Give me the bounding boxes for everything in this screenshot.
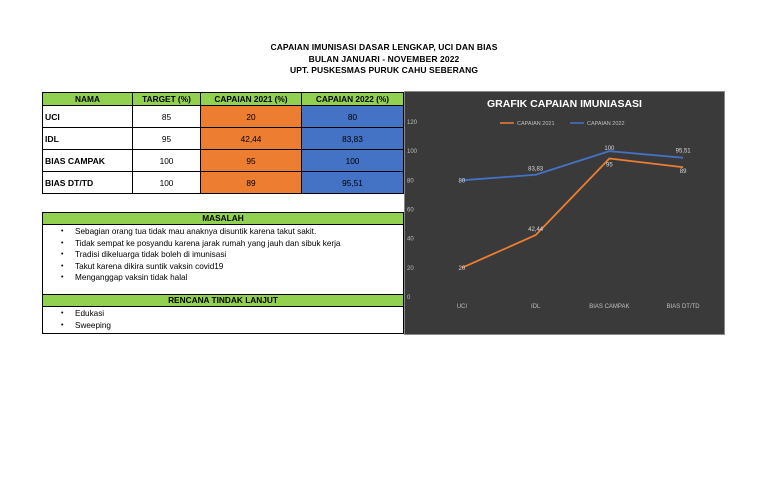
- column-header-nama: NAMA: [42, 92, 133, 106]
- chart-title: GRAFIK CAPAIAN IMUNIASASI: [487, 98, 642, 110]
- list-item: Takut karena dikira suntik vaksin covid1…: [61, 261, 403, 273]
- table-row: BIAS DT/TD 100 89 95,51: [42, 171, 404, 194]
- line-chart-panel: GRAFIK CAPAIAN IMUNIASASI CAPAIAN 2021 CA…: [404, 91, 725, 335]
- x-tick-label: BIAS DT/TD: [667, 304, 701, 310]
- masalah-list: Sebagian orang tua tidak mau anaknya dis…: [43, 225, 403, 284]
- cell-capaian-2022: 80: [301, 105, 404, 128]
- list-item: Tradisi dikeluarga tidak boleh di imunis…: [61, 249, 403, 261]
- list-item: Tidak sempat ke posyandu karena jarak ru…: [61, 238, 403, 250]
- data-label: 83,83: [528, 167, 544, 173]
- cell-capaian-2021: 95: [200, 149, 302, 172]
- data-label: 20: [459, 266, 466, 272]
- series-line: [461, 150, 684, 182]
- cell-nama: BIAS CAMPAK: [42, 149, 133, 172]
- y-axis: 0 20 40 60 80 100 120: [407, 120, 418, 301]
- chart-series: 20 42,44 95 89 80 83,83 100 95,51: [459, 146, 692, 272]
- x-tick-label: IDL: [531, 304, 541, 310]
- data-label: 95: [606, 162, 613, 168]
- cell-capaian-2022: 100: [301, 149, 404, 172]
- y-tick-label: 20: [407, 266, 414, 272]
- report-title: CAPAIAN IMUNISASI DASAR LENGKAP, UCI DAN…: [270, 42, 498, 52]
- table-header-row: NAMA TARGET (%) CAPAIAN 2021 (%) CAPAIAN…: [42, 92, 404, 106]
- cell-capaian-2021: 20: [200, 105, 302, 128]
- data-label: 89: [680, 169, 687, 175]
- line-chart: GRAFIK CAPAIAN IMUNIASASI CAPAIAN 2021 CA…: [407, 98, 701, 310]
- rencana-section: RENCANA TINDAK LANJUT Edukasi Sweeping: [42, 294, 404, 334]
- y-tick-label: 120: [407, 120, 418, 126]
- data-label: 42,44: [528, 227, 544, 233]
- y-tick-label: 80: [407, 178, 414, 184]
- list-item: Menganggap vaksin tidak halal: [61, 272, 403, 284]
- column-header-capaian-2022: CAPAIAN 2022 (%): [301, 92, 404, 106]
- list-item: Edukasi: [61, 308, 403, 320]
- y-tick-label: 100: [407, 149, 418, 155]
- y-tick-label: 0: [407, 295, 411, 301]
- data-label: 100: [604, 146, 615, 152]
- x-axis: UCI IDL BIAS CAMPAK BIAS DT/TD: [457, 304, 701, 310]
- report-period: BULAN JANUARI - NOVEMBER 2022: [308, 53, 460, 64]
- table-row: IDL 95 42,44 83,83: [42, 127, 404, 150]
- cell-target: 100: [132, 149, 201, 172]
- cell-capaian-2021: 89: [200, 171, 302, 194]
- data-label: 95,51: [676, 149, 692, 155]
- report-title-block: CAPAIAN IMUNISASI DASAR LENGKAP, UCI DAN…: [0, 42, 768, 77]
- rencana-heading: RENCANA TINDAK LANJUT: [43, 295, 403, 307]
- series-line: [461, 157, 684, 269]
- cell-capaian-2022: 83,83: [301, 127, 404, 150]
- cell-nama: UCI: [42, 105, 133, 128]
- y-tick-label: 60: [407, 208, 414, 214]
- cell-target: 95: [132, 127, 201, 150]
- cell-nama: BIAS DT/TD: [42, 171, 133, 194]
- list-item: Sebagian orang tua tidak mau anaknya dis…: [61, 226, 403, 238]
- data-label: 80: [459, 178, 466, 184]
- chart-legend: CAPAIAN 2021 CAPAIAN 2022: [500, 121, 625, 127]
- table-row: UCI 85 20 80: [42, 105, 404, 128]
- legend-label: CAPAIAN 2022: [587, 121, 625, 127]
- y-tick-label: 40: [407, 237, 414, 243]
- masalah-heading: MASALAH: [43, 213, 403, 225]
- masalah-section: MASALAH Sebagian orang tua tidak mau ana…: [42, 212, 404, 295]
- table-row: BIAS CAMPAK 100 95 100: [42, 149, 404, 172]
- report-unit: UPT. PUSKESMAS PURUK CAHU SEBERANG: [289, 65, 479, 75]
- cell-nama: IDL: [42, 127, 133, 150]
- cell-capaian-2021: 42,44: [200, 127, 302, 150]
- legend-label: CAPAIAN 2021: [517, 121, 555, 127]
- list-item: Sweeping: [61, 320, 403, 332]
- column-header-target: TARGET (%): [132, 92, 201, 106]
- cell-capaian-2022: 95,51: [301, 171, 404, 194]
- x-tick-label: UCI: [457, 304, 468, 310]
- cell-target: 100: [132, 171, 201, 194]
- rencana-list: Edukasi Sweeping: [43, 307, 403, 331]
- immunization-table: NAMA TARGET (%) CAPAIAN 2021 (%) CAPAIAN…: [42, 92, 404, 194]
- x-tick-label: BIAS CAMPAK: [589, 304, 629, 310]
- cell-target: 85: [132, 105, 201, 128]
- column-header-capaian-2021: CAPAIAN 2021 (%): [200, 92, 302, 106]
